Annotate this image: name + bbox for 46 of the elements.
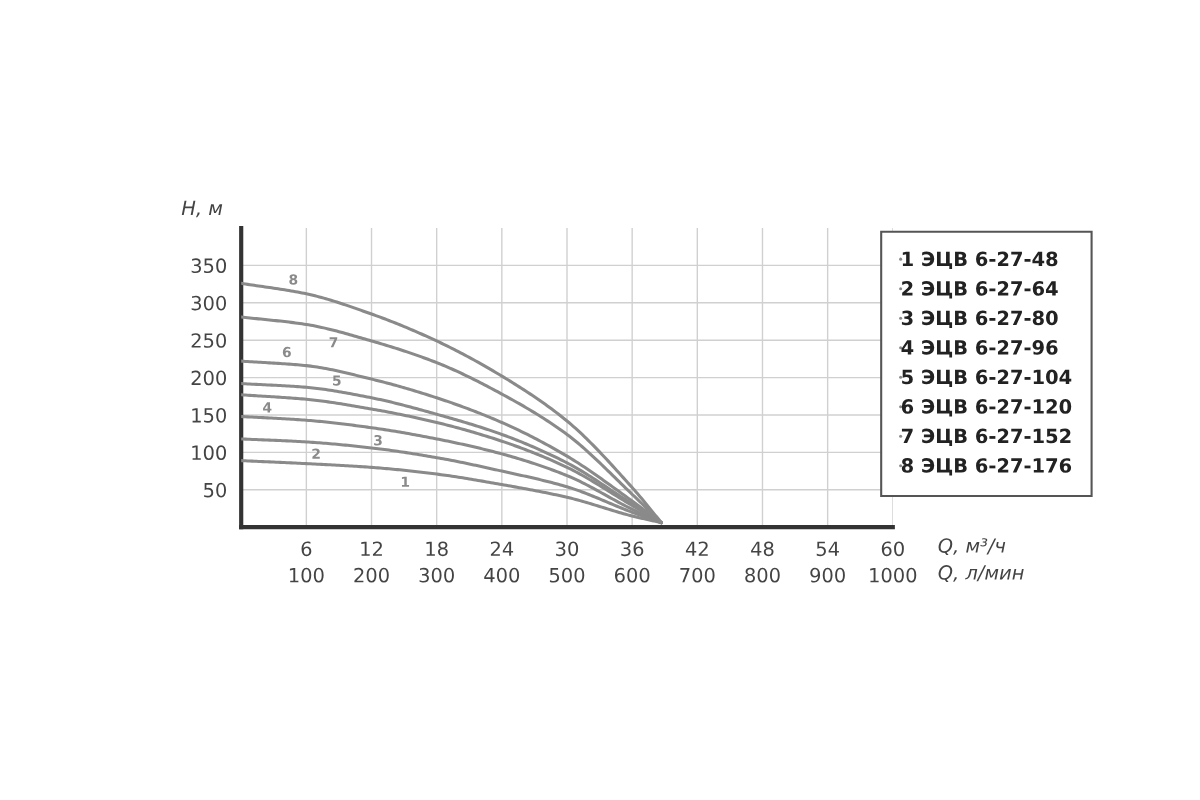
x2-tick-label: 700: [680, 567, 715, 583]
x-tick-label: 6: [301, 541, 312, 557]
x-tick-label: 12: [361, 541, 382, 556]
annotation: 7: [329, 337, 338, 348]
y-tick-label: 350: [191, 258, 227, 274]
x-axis-title: Q, м³/ч: [938, 538, 1006, 556]
x2-tick-label: 300: [419, 567, 454, 583]
y-axis-title: H, м: [181, 200, 223, 218]
y-tick-label: 200: [191, 370, 227, 386]
legend-label: 5 ЭЦВ 6-27-104: [902, 369, 1072, 388]
x2-axis-title: Q, л/мин: [938, 565, 1024, 583]
x-tick-label: 24: [490, 541, 514, 556]
y-tick-label: 50: [204, 482, 227, 498]
x2-tick-label: 800: [745, 567, 780, 583]
legend-label: 2 ЭЦВ 6-27-64: [902, 281, 1058, 299]
annotation: 2: [312, 448, 320, 459]
y-tick-label: 300: [191, 295, 227, 311]
x2-tick-label: 500: [549, 567, 585, 583]
legend-label: 6 ЭЦВ 6-27-120: [901, 399, 1072, 417]
x2-tick-label: 100: [289, 567, 324, 583]
x-tick-label: 54: [816, 541, 839, 557]
annotation: 8: [289, 274, 298, 285]
x2-tick-label: 200: [354, 567, 389, 583]
x-tick-label: 48: [751, 541, 774, 557]
x-tick-label: 60: [881, 541, 904, 557]
x2-tick-label: 400: [484, 567, 520, 583]
x-tick-label: 42: [685, 541, 708, 556]
x-tick-label: 30: [556, 541, 579, 557]
annotation: 4: [263, 402, 272, 413]
annotation: 6: [282, 346, 291, 358]
legend-label: 8 ЭЦВ 6-27-176: [901, 458, 1072, 476]
legend-label: 3 ЭЦВ 6-27-80: [901, 310, 1058, 329]
y-tick-label: 100: [192, 445, 227, 461]
annotation: 3: [374, 435, 382, 446]
legend-label: 1 ЭЦВ 6-27-48: [902, 251, 1058, 269]
y-tick-label: 150: [192, 407, 227, 423]
annotation: 5: [333, 375, 341, 386]
x2-tick-label: 900: [810, 567, 845, 583]
legend-label: 4 ЭЦВ 6-27-96: [901, 340, 1058, 358]
annotation: 1: [401, 476, 410, 487]
legend-label: 7 ЭЦВ 6-27-152: [901, 428, 1071, 447]
x-tick-label: 36: [621, 541, 644, 557]
x2-tick-label: 600: [614, 567, 650, 583]
x-tick-label: 18: [426, 541, 448, 557]
y-tick-label: 250: [191, 333, 227, 348]
x2-tick-label: 1000: [870, 567, 917, 583]
